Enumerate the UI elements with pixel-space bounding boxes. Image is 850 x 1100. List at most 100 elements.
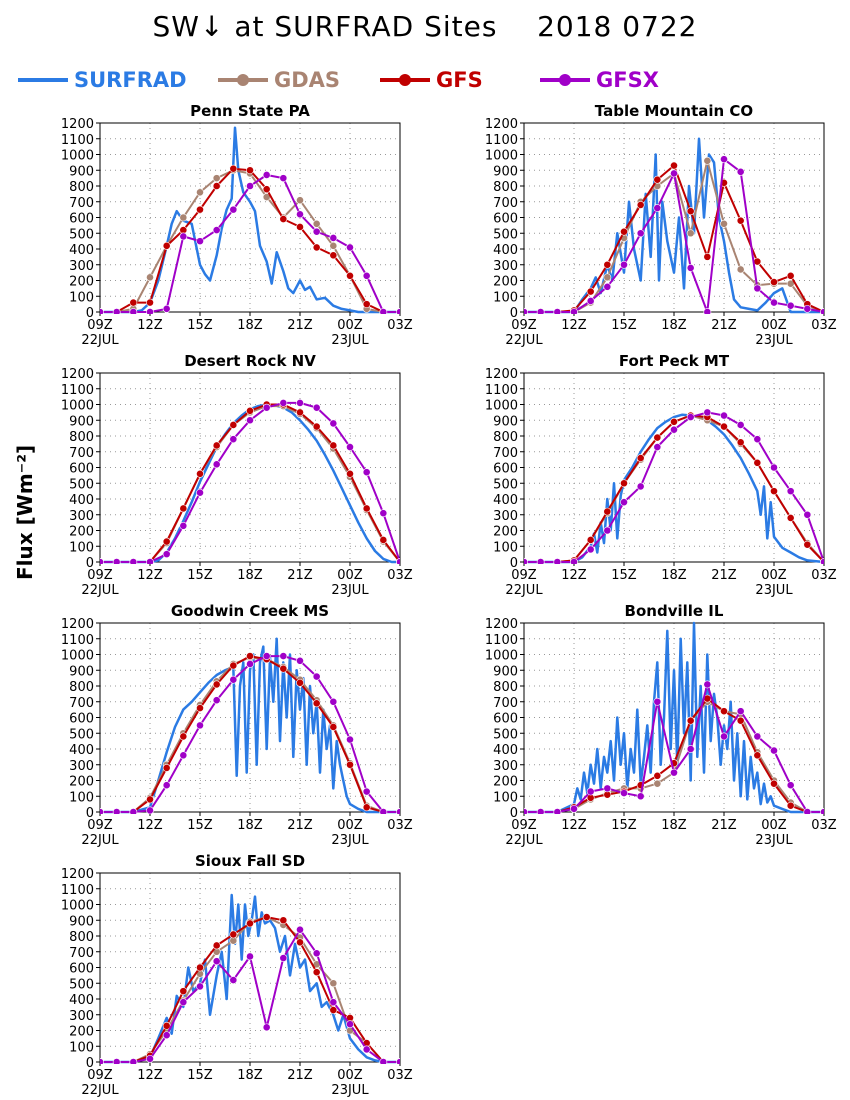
y-tick-label: 700 <box>493 196 518 211</box>
y-tick-label: 1200 <box>485 117 518 132</box>
chart-panel-7: Sioux Fall SD 010020030040050060070080090… <box>61 852 413 1098</box>
data-point-gdas <box>329 241 338 250</box>
data-point-gfsx <box>736 167 745 176</box>
data-point-gfs <box>312 968 321 977</box>
y-tick-label: 1100 <box>485 133 518 148</box>
y-tick-label: 800 <box>69 680 94 695</box>
data-point-gfsx <box>620 260 628 269</box>
y-tick-label: 0 <box>510 306 518 321</box>
x-tick-label: 15Z <box>187 818 213 833</box>
data-point-gfsx <box>770 463 778 472</box>
x-tick-label: 03Z <box>387 568 413 583</box>
data-point-gfsx <box>112 808 121 814</box>
y-tick-label: 600 <box>493 462 518 477</box>
data-point-gfsx <box>379 1058 388 1064</box>
data-point-gfsx <box>524 308 528 314</box>
chart-panel-2: Table Mountain CO 01002003004005006007008… <box>485 102 837 348</box>
data-point-gfsx <box>686 745 695 753</box>
data-point-gfs <box>312 243 321 252</box>
data-point-gfsx <box>212 957 221 966</box>
y-tick-label: 0 <box>86 1056 94 1071</box>
x-tick-label: 03Z <box>387 318 413 333</box>
y-tick-label: 200 <box>493 525 518 540</box>
x-tick-label: 15Z <box>187 1068 213 1083</box>
data-point-gfs <box>770 278 778 286</box>
x-tick-label: 09Z <box>87 818 113 833</box>
data-point-gfsx <box>770 746 778 755</box>
data-point-gfsx <box>112 1058 121 1064</box>
data-point-gfsx <box>720 155 728 164</box>
legend: SURFRAD GDAS GFS GFSX <box>18 64 838 96</box>
data-point-gfsx <box>229 675 238 684</box>
data-point-gfs <box>670 417 678 426</box>
y-tick-label: 400 <box>493 243 518 258</box>
data-point-gfsx <box>586 297 595 305</box>
data-point-gfs <box>720 707 728 716</box>
x-tick-label: 18Z <box>237 1068 263 1083</box>
data-point-gfsx <box>524 808 528 814</box>
y-tick-label: 1200 <box>61 617 94 632</box>
x-tick-label: 18Z <box>237 568 263 583</box>
y-tick-label: 500 <box>493 727 518 742</box>
data-point-gfsx <box>246 952 254 961</box>
data-point-gfs <box>620 479 628 488</box>
data-point-gfsx <box>786 301 795 310</box>
data-point-gfsx <box>262 652 271 660</box>
data-point-gfsx <box>770 298 778 307</box>
chart-title: Table Mountain CO <box>595 102 753 120</box>
y-tick-label: 0 <box>510 806 518 821</box>
data-point-gfsx <box>653 443 662 451</box>
x-tick-label: 21Z <box>711 818 737 833</box>
data-point-gfs <box>786 801 795 810</box>
data-point-gfsx <box>100 808 104 814</box>
x-tick-label: 03Z <box>811 818 837 833</box>
x-tick-label: 15Z <box>611 318 637 333</box>
data-point-gfs <box>346 271 354 280</box>
data-point-gfs <box>329 251 338 260</box>
data-point-gfsx <box>553 808 562 814</box>
data-point-gfs <box>736 216 745 225</box>
y-tick-label: 900 <box>69 664 94 679</box>
data-point-gfsx <box>396 308 400 314</box>
data-point-gfs <box>162 1021 171 1030</box>
data-point-gfs <box>212 941 221 950</box>
data-point-gfsx <box>653 697 662 706</box>
data-point-gfsx <box>636 482 645 491</box>
data-point-gfs <box>296 408 304 417</box>
data-point-gfs <box>296 678 304 687</box>
data-point-gfs <box>636 454 645 462</box>
data-point-gfsx <box>346 735 354 744</box>
y-tick-label: 800 <box>69 430 94 445</box>
data-point-gfs <box>703 252 712 261</box>
data-point-gfsx <box>129 808 138 814</box>
y-tick-label: 400 <box>69 993 94 1008</box>
y-tick-label: 100 <box>69 1040 94 1055</box>
x-tick-date-label: 22JUL <box>505 583 543 598</box>
data-point-gfsx <box>100 1058 104 1064</box>
data-point-gfsx <box>620 498 628 507</box>
page-title: SW↓ at SURFRAD Sites 2018 0722 <box>152 10 698 43</box>
data-point-gfs <box>129 298 138 307</box>
chart-panel-3: Desert Rock NV 01002003004005006007008009… <box>61 352 413 598</box>
x-tick-label: 18Z <box>237 318 263 333</box>
data-point-gfsx <box>279 954 288 962</box>
legend-label-gfs: GFS <box>436 68 483 92</box>
chart-title: Sioux Fall SD <box>195 852 305 870</box>
data-point-gfs <box>736 438 745 447</box>
data-point-gfsx <box>129 308 138 314</box>
data-point-gfsx <box>703 408 712 417</box>
data-point-gfsx <box>362 271 371 280</box>
x-tick-label: 21Z <box>287 818 313 833</box>
chart-title: Bondville IL <box>625 602 724 620</box>
y-tick-label: 100 <box>69 790 94 805</box>
x-tick-label: 12Z <box>561 818 587 833</box>
data-point-gfs <box>346 760 354 769</box>
x-tick-label: 12Z <box>137 818 163 833</box>
data-point-gfsx <box>162 550 171 559</box>
data-point-gfsx <box>786 781 795 790</box>
data-point-gfsx <box>603 784 612 793</box>
data-point-gfsx <box>262 171 271 179</box>
y-tick-label: 1000 <box>61 899 94 914</box>
y-tick-label: 700 <box>493 446 518 461</box>
series-line-surfrad <box>100 893 400 1064</box>
